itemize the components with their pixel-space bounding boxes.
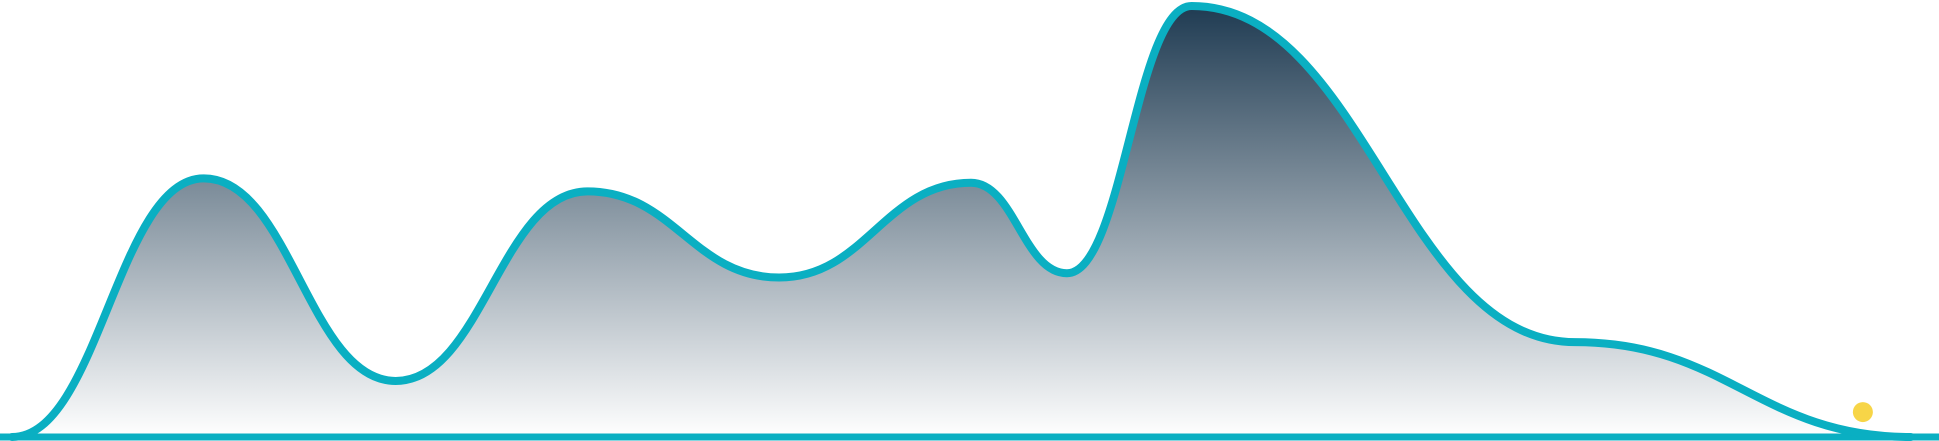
highlight-marker[interactable]: [1852, 402, 1873, 423]
area-fill: [12, 6, 1911, 437]
series-line: [8, 2, 1915, 441]
